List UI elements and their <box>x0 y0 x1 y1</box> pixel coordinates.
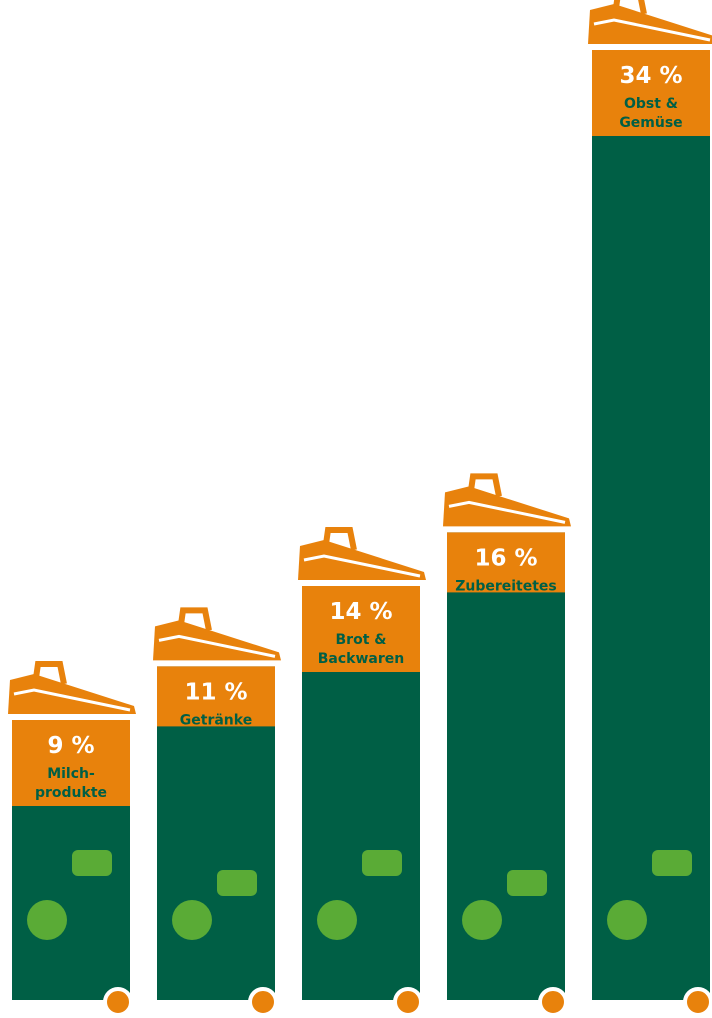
icon <box>607 900 647 940</box>
value-label: 11 % <box>184 679 247 705</box>
bin-handle <box>178 607 212 631</box>
bin-wheel <box>538 987 568 1017</box>
category-label: Brot & <box>336 632 387 648</box>
bin-wheel <box>248 987 278 1017</box>
icon <box>217 870 257 896</box>
category-label: Backwaren <box>318 651 404 667</box>
bin-lid-line <box>593 18 711 42</box>
value-label: 9 % <box>47 733 94 759</box>
bin-wheel <box>393 987 423 1017</box>
category-label: Milch- <box>47 766 95 782</box>
icon <box>317 900 357 940</box>
value-label: 16 % <box>474 545 537 571</box>
icon <box>462 900 502 940</box>
category-label: produkte <box>35 785 107 801</box>
bin-handle <box>468 473 502 497</box>
bin-lid-line <box>13 688 131 712</box>
icon <box>172 900 212 940</box>
bin-wheel <box>683 987 712 1017</box>
icon <box>507 870 547 896</box>
bin-header <box>157 666 275 727</box>
bin-handle <box>613 0 647 15</box>
category-label: Getränke <box>180 712 252 728</box>
icon <box>27 900 67 940</box>
bar <box>592 50 710 1000</box>
bin-lid-line <box>303 554 421 578</box>
category-label: Obst & <box>624 96 678 112</box>
bin-lid-line <box>448 500 566 524</box>
bin-header <box>302 586 420 672</box>
bin-handle <box>33 661 67 685</box>
bin-lid-line <box>158 634 276 658</box>
bin-header <box>447 532 565 593</box>
bin-wheel <box>103 987 133 1017</box>
icon <box>652 850 692 876</box>
bin-header <box>592 50 710 136</box>
icon <box>362 850 402 876</box>
bin-header <box>12 720 130 806</box>
bin-handle <box>323 527 357 551</box>
value-label: 14 % <box>329 599 392 625</box>
value-label: 34 % <box>619 63 682 89</box>
category-label: Zubereitetes <box>455 578 557 594</box>
category-label: Gemüse <box>619 115 682 131</box>
icon <box>72 850 112 876</box>
